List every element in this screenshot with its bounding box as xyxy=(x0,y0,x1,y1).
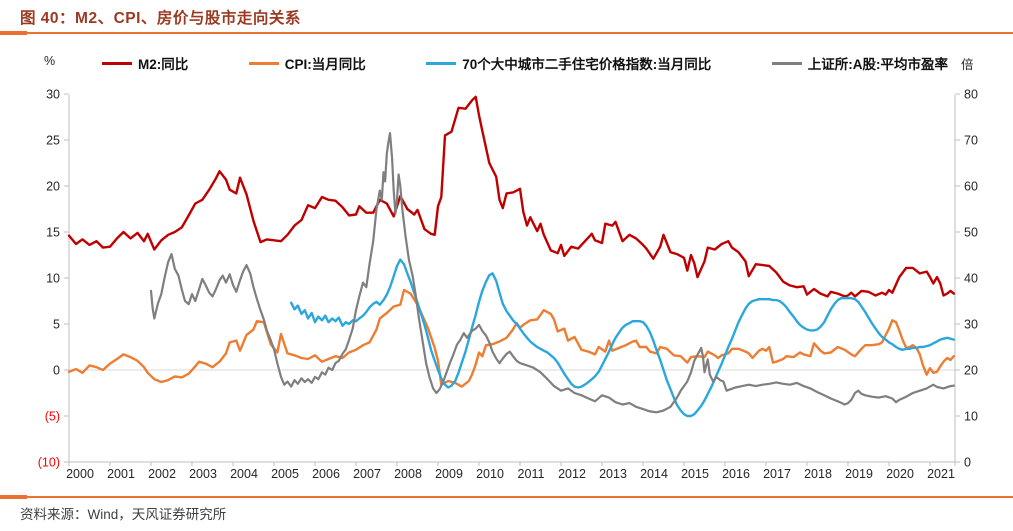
m2-line-swatch xyxy=(102,61,132,65)
house-price-line-swatch xyxy=(426,61,457,65)
x-axis-year-label: 2010 xyxy=(476,467,504,481)
left-axis-tick-label: 10 xyxy=(46,272,60,286)
legend-label-m2: M2:同比 xyxy=(138,57,189,72)
legend-item-m2: M2:同比 xyxy=(102,53,188,73)
series-line-3 xyxy=(149,132,955,414)
x-axis-year-label: 2011 xyxy=(518,467,545,481)
pe-ratio-line-swatch xyxy=(771,61,802,65)
right-axis-tick-label: 30 xyxy=(964,318,978,332)
legend-label-pe-ratio: 上证所:A股:平均市盈率 xyxy=(807,57,948,72)
right-axis-tick-label: 60 xyxy=(964,180,978,194)
x-axis-year-label: 2007 xyxy=(353,467,381,481)
left-axis-tick-label: 20 xyxy=(46,180,60,194)
x-axis-year-label: 2017 xyxy=(763,467,791,481)
source-note: 资料来源：Wind，天风证券研究所 xyxy=(20,507,227,522)
x-axis-year-label: 2012 xyxy=(558,467,586,481)
x-axis-year-label: 2005 xyxy=(271,467,299,481)
right-axis-tick-label: 10 xyxy=(964,410,978,424)
legend-item-cpi: CPI:当月同比 xyxy=(248,53,366,73)
series-line-1 xyxy=(67,288,955,388)
chart-legend: M2:同比 CPI:当月同比 70个大中城市二手住宅价格指数:当月同比 上证所:… xyxy=(102,53,948,73)
left-axis-unit-label: % xyxy=(44,54,56,68)
x-axis-year-label: 2019 xyxy=(845,467,873,481)
x-axis-year-label: 2003 xyxy=(189,467,217,481)
x-axis-year-label: 2006 xyxy=(312,467,340,481)
left-axis-tick-label: 5 xyxy=(53,318,60,332)
x-axis-year-label: 2016 xyxy=(722,467,750,481)
x-axis-year-label: 2015 xyxy=(681,467,709,481)
x-axis-year-label: 2018 xyxy=(804,467,832,481)
right-axis-tick-label: 50 xyxy=(964,226,978,240)
right-axis-tick-label: 20 xyxy=(964,364,978,378)
x-axis-year-label: 2002 xyxy=(148,467,176,481)
top-divider-cap xyxy=(0,31,27,35)
x-axis-year-label: 2013 xyxy=(599,467,627,481)
figure-title: 图 40：M2、CPI、房价与股市走向关系 xyxy=(20,10,301,27)
left-axis-tick-label: (5) xyxy=(45,410,60,424)
left-axis-tick-label: 30 xyxy=(46,88,60,102)
series-line-2 xyxy=(290,258,955,418)
top-divider-rule xyxy=(0,32,1013,34)
x-axis-year-label: 2020 xyxy=(886,467,914,481)
right-axis-tick-label: 80 xyxy=(964,88,978,102)
right-axis-tick-label: 70 xyxy=(964,134,978,148)
legend-label-cpi: CPI:当月同比 xyxy=(284,57,366,72)
left-axis-tick-label: 15 xyxy=(46,226,60,240)
bottom-divider-rule xyxy=(0,496,1013,498)
x-axis-year-label: 2021 xyxy=(927,467,955,481)
series-line-0 xyxy=(67,95,955,298)
right-axis-tick-label: 40 xyxy=(964,272,978,286)
x-axis-year-label: 2008 xyxy=(394,467,422,481)
x-axis-year-label: 2009 xyxy=(435,467,463,481)
right-axis-unit-label: 倍 xyxy=(961,58,974,72)
x-axis-year-label: 2004 xyxy=(230,467,258,481)
x-axis-year-label: 2000 xyxy=(66,467,94,481)
bottom-divider-cap xyxy=(0,495,27,499)
x-axis-year-label: 2014 xyxy=(640,467,668,481)
x-axis-year-label: 2001 xyxy=(107,467,135,481)
right-axis-tick-label: 0 xyxy=(964,456,971,470)
left-axis-tick-label: 25 xyxy=(46,134,60,148)
left-axis-tick-label: (10) xyxy=(38,456,60,470)
legend-label-house-price: 70个大中城市二手住宅价格指数:当月同比 xyxy=(462,57,712,72)
left-axis-tick-label: 0 xyxy=(53,364,60,378)
cpi-line-swatch xyxy=(248,61,279,65)
legend-item-pe-ratio: 上证所:A股:平均市盈率 xyxy=(771,53,948,73)
legend-item-house-price: 70个大中城市二手住宅价格指数:当月同比 xyxy=(426,53,711,73)
